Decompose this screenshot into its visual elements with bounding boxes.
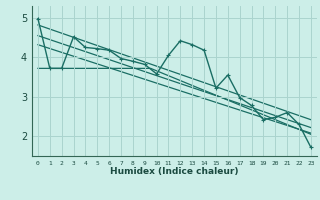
X-axis label: Humidex (Indice chaleur): Humidex (Indice chaleur) <box>110 167 239 176</box>
